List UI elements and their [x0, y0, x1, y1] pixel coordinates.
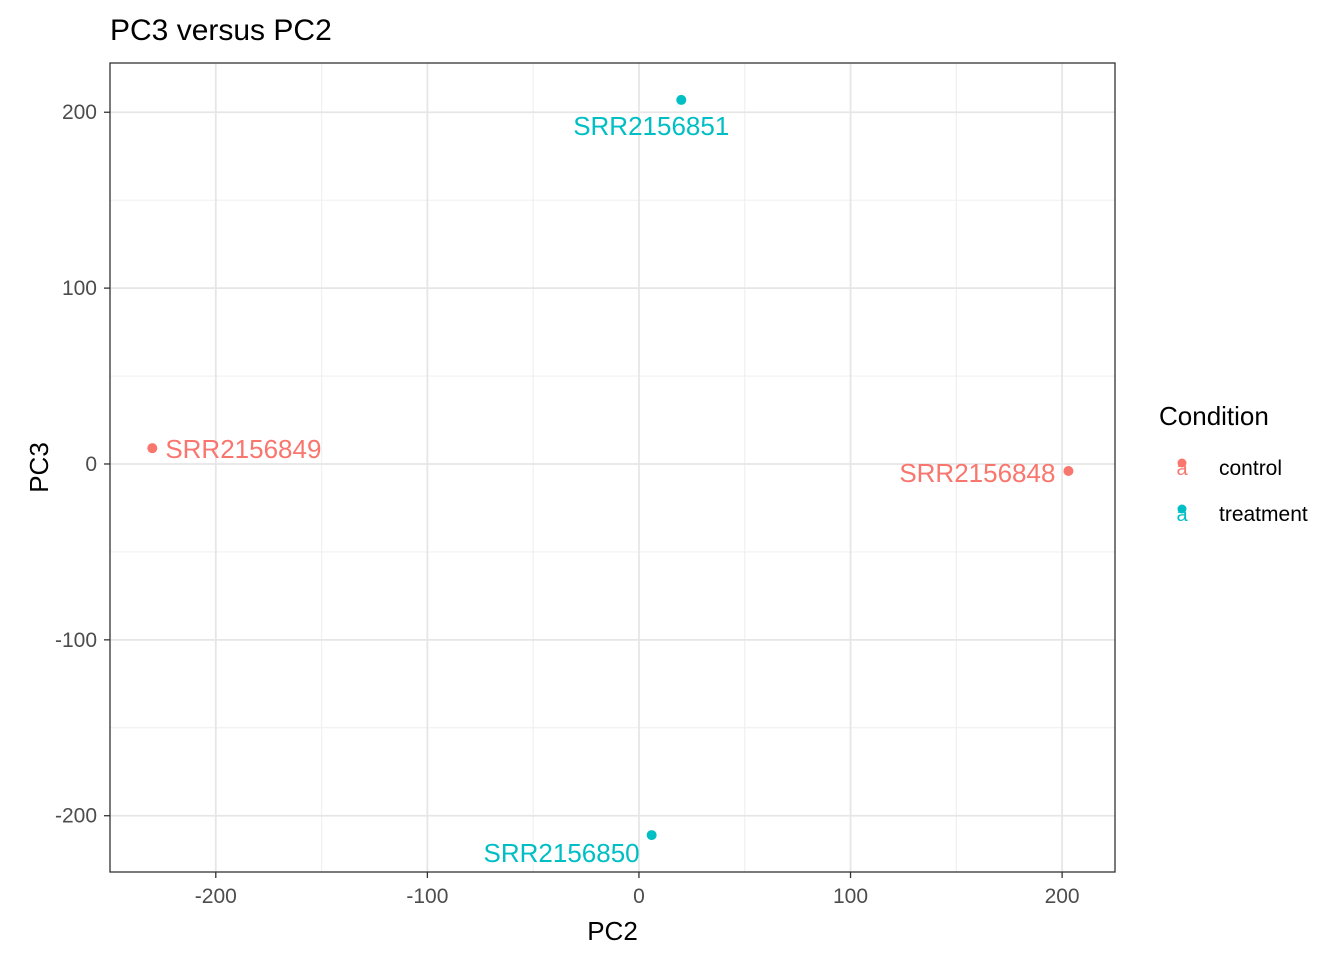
- y-tick-label: 100: [62, 277, 97, 300]
- data-points: [147, 94, 1074, 841]
- legend-title: Condition: [1159, 401, 1269, 431]
- legend-key-point: [1177, 458, 1187, 468]
- legend-key-glyph: a: [1176, 458, 1188, 480]
- y-axis: -200 -100 0 100 200: [55, 101, 110, 828]
- legend-key-point: [1177, 504, 1187, 514]
- legend-label: treatment: [1219, 503, 1308, 526]
- x-axis: -200 -100 0 100 200: [195, 872, 1080, 908]
- legend-items: a control a treatment: [1176, 457, 1307, 526]
- data-point: [676, 94, 687, 105]
- y-tick-label: 200: [62, 101, 97, 124]
- x-tick-label: -100: [406, 885, 448, 908]
- y-tick-label: -200: [55, 805, 97, 828]
- point-labels: SRR2156849 SRR2156848 SRR2156851 SRR2156850: [165, 111, 1055, 868]
- x-tick-label: 200: [1045, 885, 1080, 908]
- panel-border: [109, 62, 1116, 873]
- legend-item-treatment: a treatment: [1176, 503, 1307, 526]
- legend-label: control: [1219, 457, 1282, 480]
- legend: Condition a control a treatment: [1159, 401, 1308, 526]
- chart-title: PC3 versus PC2: [110, 14, 332, 47]
- point-label: SRR2156848: [899, 458, 1055, 488]
- grid-minor: [109, 63, 1115, 872]
- legend-key-glyph: a: [1176, 504, 1188, 526]
- point-label: SRR2156851: [573, 111, 729, 141]
- data-point: [1063, 466, 1074, 477]
- data-point: [147, 443, 158, 454]
- x-tick-label: 100: [833, 885, 868, 908]
- y-axis-title: PC3: [24, 442, 54, 493]
- point-label: SRR2156850: [484, 838, 640, 868]
- y-tick-label: 0: [85, 453, 97, 476]
- point-label: SRR2156849: [165, 434, 321, 464]
- grid-major: [110, 63, 1115, 872]
- y-tick-label: -100: [55, 629, 97, 652]
- data-point: [646, 830, 657, 841]
- x-tick-label: 0: [633, 885, 645, 908]
- x-tick-label: -200: [195, 885, 237, 908]
- x-axis-title: PC2: [587, 916, 638, 946]
- legend-item-control: a control: [1176, 457, 1282, 480]
